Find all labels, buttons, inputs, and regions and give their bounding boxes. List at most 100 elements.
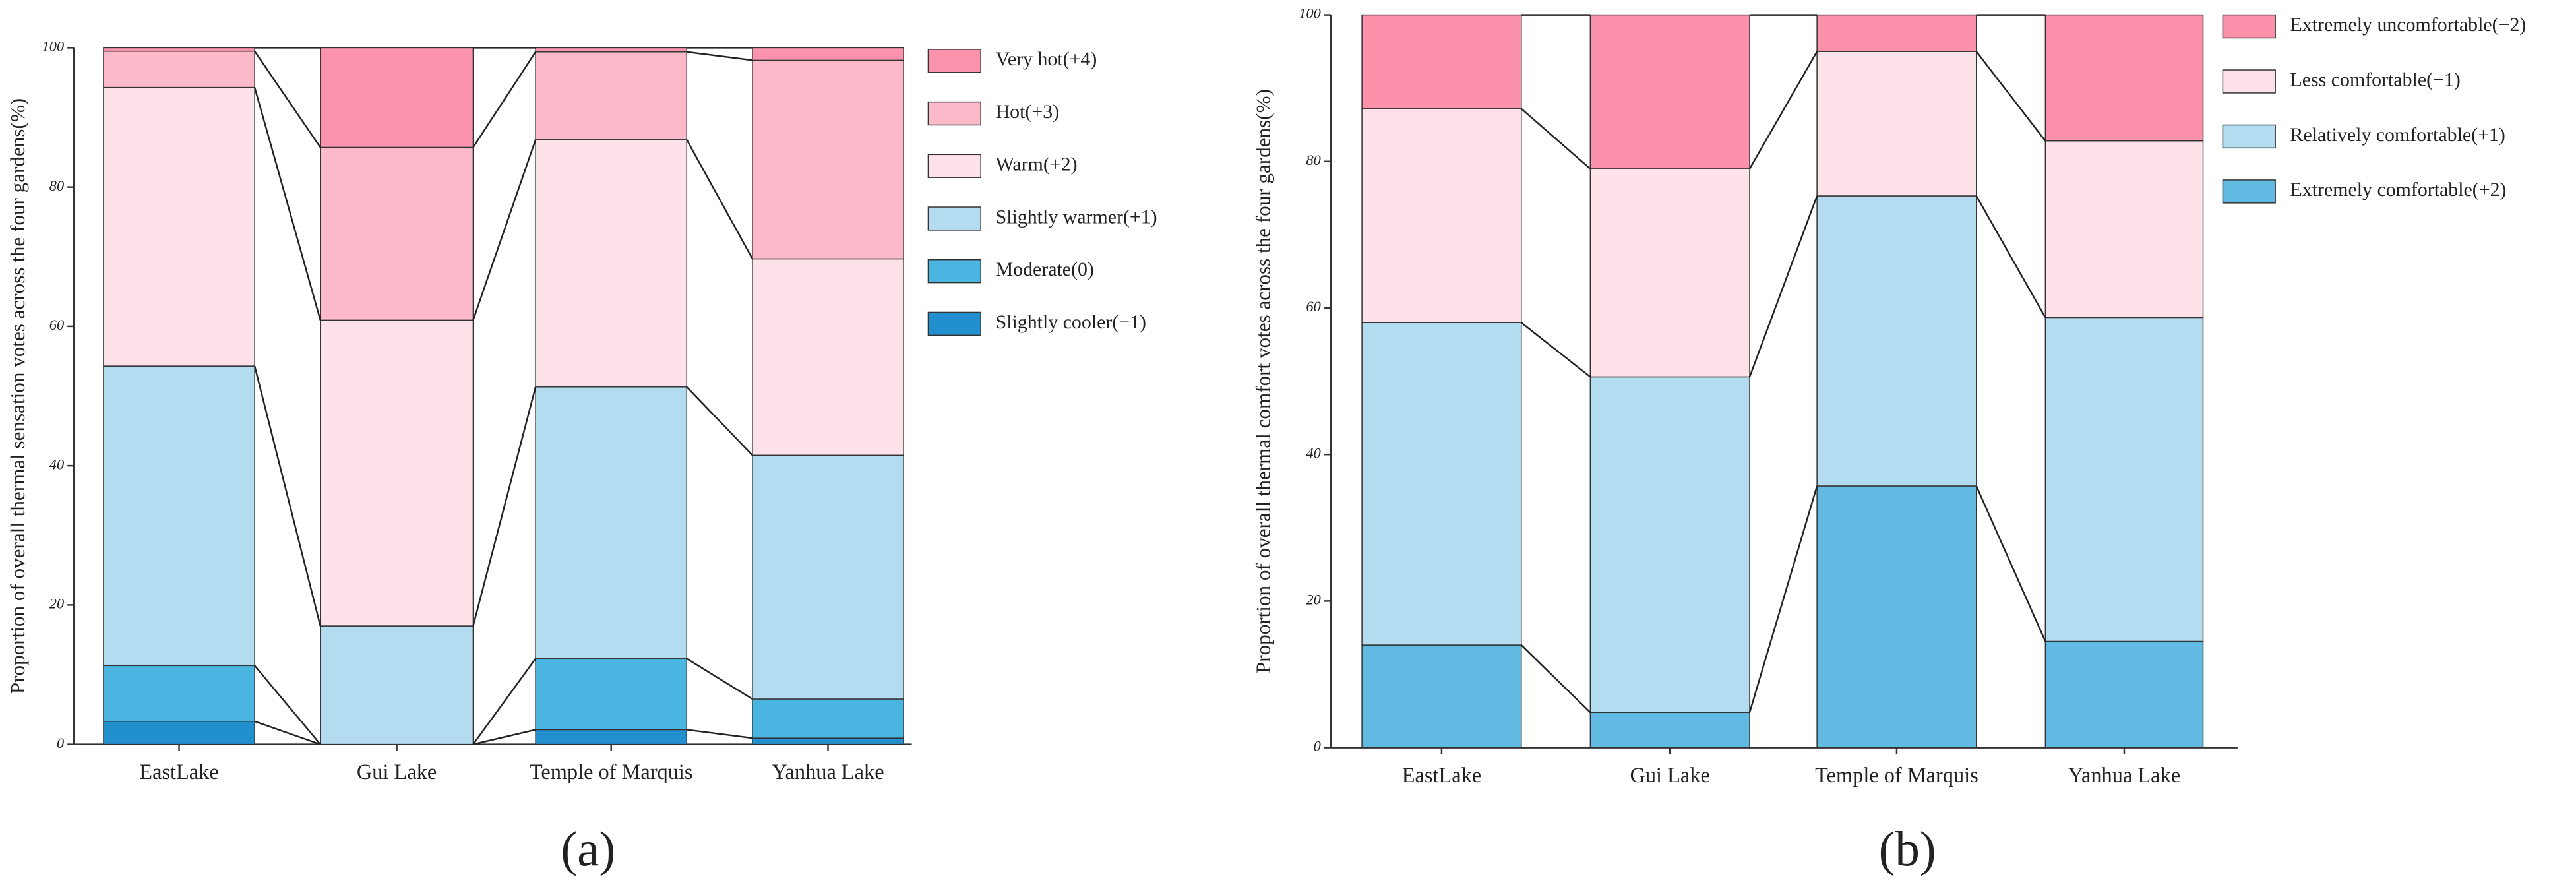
bar-segment [752, 47, 904, 61]
y-tick-label: 100 [1299, 5, 1321, 22]
bar-segment [1361, 644, 1522, 749]
legend-label: Slightly warmer(+1) [996, 206, 1157, 228]
y-tick-label: 0 [1314, 738, 1321, 754]
legend-swatch [927, 154, 981, 178]
connector [1520, 107, 1591, 169]
y-tick-label: 60 [1306, 298, 1320, 315]
connector [254, 665, 321, 745]
bar-segment [1816, 195, 1977, 487]
x-tick-label: Temple of Marquis [530, 760, 693, 784]
connector [1520, 644, 1591, 714]
legend-swatch [2222, 179, 2276, 204]
bar-segment [752, 258, 904, 456]
x-tick-label: Gui Lake [1630, 764, 1709, 787]
legend-label: Hot(+3) [996, 101, 1060, 123]
bar-segment [535, 729, 688, 745]
bar-segment [320, 319, 474, 627]
bar-segment [535, 47, 688, 53]
legend-swatch [927, 206, 981, 231]
bar-segment [103, 86, 255, 367]
bar-segment [1589, 14, 1750, 169]
connector [1748, 51, 1818, 169]
bar-segment [103, 50, 255, 88]
legend-swatch [927, 49, 981, 73]
x-tick-label: EastLake [1402, 764, 1481, 787]
connector [1975, 195, 2046, 319]
y-axis-label: Proportion of overall thermal sensation … [6, 98, 29, 694]
connector [686, 658, 753, 700]
connector [253, 87, 321, 321]
bar-segment [1589, 168, 1750, 378]
bar-segment [103, 665, 255, 722]
x-tick-label: Yanhua Lake [2068, 764, 2180, 787]
connector [1975, 485, 2046, 642]
legend-swatch [2222, 14, 2276, 39]
y-tick-label: 40 [1306, 444, 1320, 461]
connector [686, 139, 754, 260]
y-tick-label: 60 [49, 317, 64, 333]
bar-segment [103, 721, 255, 745]
bar-segment [535, 139, 688, 388]
bar-segment [320, 47, 474, 148]
bar-segment [1589, 712, 1750, 749]
bar-segment [2044, 317, 2204, 642]
connector [687, 729, 753, 739]
bar-segment [752, 59, 904, 260]
bar-segment [103, 47, 255, 52]
connector [686, 386, 753, 456]
y-axis-label: Proportion of overall thermal comfort vo… [1251, 89, 1274, 673]
bar-segment [1816, 485, 1977, 749]
bar-segment [2044, 640, 2204, 749]
y-tick-label: 40 [49, 456, 64, 472]
legend-label: Moderate(0) [996, 259, 1094, 280]
caption: (a) [561, 822, 615, 877]
connector [473, 729, 536, 745]
bar-segment [1361, 322, 1522, 646]
bar-segment [320, 146, 474, 321]
x-tick-label: Temple of Marquis [1815, 764, 1978, 787]
bar-segment [535, 386, 688, 659]
legend-swatch [927, 101, 981, 126]
bar-segment [535, 658, 688, 731]
y-tick-label: 80 [1306, 152, 1320, 168]
y-tick-label: 80 [49, 177, 64, 194]
caption: (b) [1879, 822, 1936, 877]
bar-segment [103, 365, 255, 667]
y-tick-label: 0 [57, 735, 64, 751]
connector [1748, 485, 1818, 713]
x-tick-label: EastLake [139, 760, 218, 784]
legend-swatch [927, 259, 981, 284]
legend-label: Extremely uncomfortable(−2) [2290, 14, 2527, 36]
y-tick-label: 20 [49, 596, 64, 612]
y-tick-label: 20 [1306, 592, 1320, 608]
legend-label: Less comfortable(−1) [2290, 69, 2461, 90]
bar-segment [1361, 14, 1522, 109]
bar-segment [1361, 108, 1522, 323]
bar-segment [1589, 376, 1750, 714]
x-tick-label: Yanhua Lake [772, 760, 884, 784]
connector [472, 139, 537, 321]
connector [472, 658, 537, 745]
bar-segment [752, 454, 904, 700]
x-tick-label: Gui Lake [357, 760, 437, 784]
connector [472, 51, 537, 148]
legend-label: Slightly cooler(−1) [996, 311, 1146, 333]
connector [1520, 322, 1591, 378]
bar-segment [752, 737, 904, 745]
bar-segment [535, 51, 688, 140]
legend-label: Extremely comfortable(+2) [2290, 179, 2507, 200]
connector [1975, 51, 2046, 142]
connector [687, 51, 753, 61]
legend-swatch [927, 311, 981, 336]
bar-segment [1816, 14, 1977, 52]
legend-label: Very hot(+4) [996, 48, 1097, 70]
connector [254, 720, 321, 745]
connector [472, 386, 537, 627]
connector [254, 50, 321, 148]
bar-segment [2044, 140, 2204, 319]
bar-segment [320, 625, 474, 745]
connector [253, 365, 321, 627]
legend-swatch [2222, 69, 2276, 94]
legend-label: Warm(+2) [996, 154, 1078, 175]
